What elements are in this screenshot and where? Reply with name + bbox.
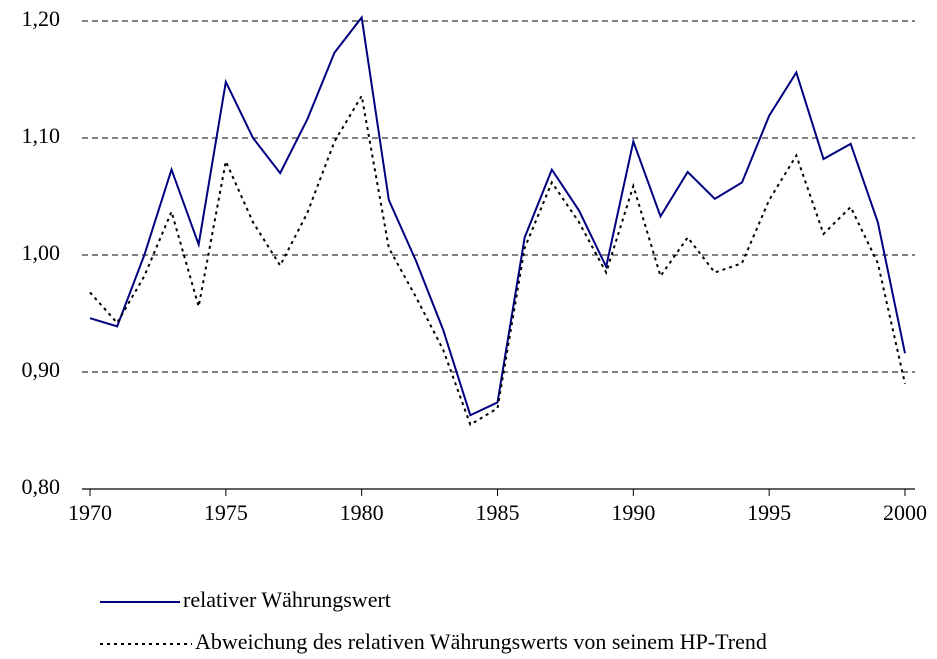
x-tick-label: 1985 <box>476 500 520 525</box>
y-tick-label: 1,10 <box>22 123 61 148</box>
legend-label: Abweichung des relativen Währungswerts v… <box>195 629 767 654</box>
y-tick-label: 1,20 <box>22 6 61 31</box>
legend-label: relativer Währungswert <box>183 587 391 612</box>
x-tick-label: 1970 <box>68 500 112 525</box>
y-tick-label: 0,80 <box>22 474 61 499</box>
series-line <box>89 93 906 427</box>
series-line <box>89 15 906 417</box>
x-tick-label: 1980 <box>340 500 384 525</box>
x-tick-label: 2000 <box>883 500 927 525</box>
y-tick-label: 1,00 <box>22 240 61 265</box>
x-tick-label: 1975 <box>204 500 248 525</box>
y-tick-label: 0,90 <box>22 357 61 382</box>
x-tick-label: 1995 <box>747 500 791 525</box>
x-tick-label: 1990 <box>611 500 655 525</box>
